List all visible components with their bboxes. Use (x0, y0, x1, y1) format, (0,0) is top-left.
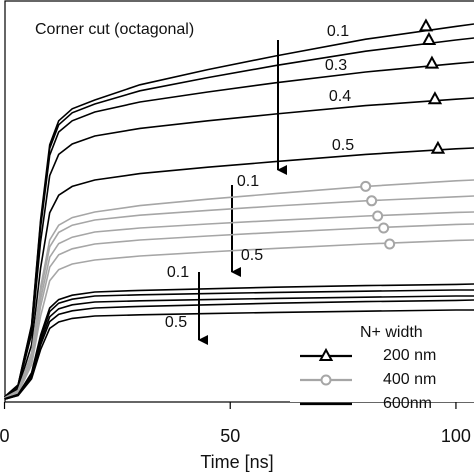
marker-triangle (430, 140, 446, 154)
marker-triangle (427, 91, 443, 105)
legend-marker (318, 347, 334, 361)
annotation: 0.1 (237, 173, 259, 190)
x-tick-label: 50 (220, 426, 240, 446)
annotation: 0.3 (325, 57, 347, 74)
marker-circle (360, 180, 372, 192)
plot-frame (4, 0, 474, 403)
legend-label: 600nm (383, 395, 432, 412)
marker-triangle (418, 18, 434, 32)
marker-circle (372, 210, 384, 222)
marker-circle (384, 238, 396, 250)
annotation: 0.5 (165, 314, 187, 331)
legend-label: 400 nm (383, 371, 436, 388)
legend-title: N+ width (360, 324, 423, 341)
x-tick-label: 0 (0, 426, 10, 446)
annotation: 0.5 (241, 247, 263, 264)
annotation: 0.1 (167, 264, 189, 281)
curve (4, 239, 474, 400)
annotation: 0.5 (332, 137, 354, 154)
marker-triangle (421, 31, 437, 45)
legend-label: 200 nm (383, 347, 436, 364)
legend-marker (320, 374, 332, 386)
curve (4, 147, 474, 399)
annotation: Corner cut (octagonal) (35, 21, 194, 38)
marker-circle (366, 195, 378, 207)
curve (4, 309, 474, 400)
x-axis-label: Time [ns] (200, 452, 273, 472)
curve (4, 97, 474, 398)
marker-triangle (424, 55, 440, 69)
curve (4, 223, 474, 400)
annotation: 0.4 (329, 88, 351, 105)
x-tick-label: 100 (441, 426, 471, 446)
marker-circle (378, 222, 390, 234)
annotation: 0.1 (327, 23, 349, 40)
